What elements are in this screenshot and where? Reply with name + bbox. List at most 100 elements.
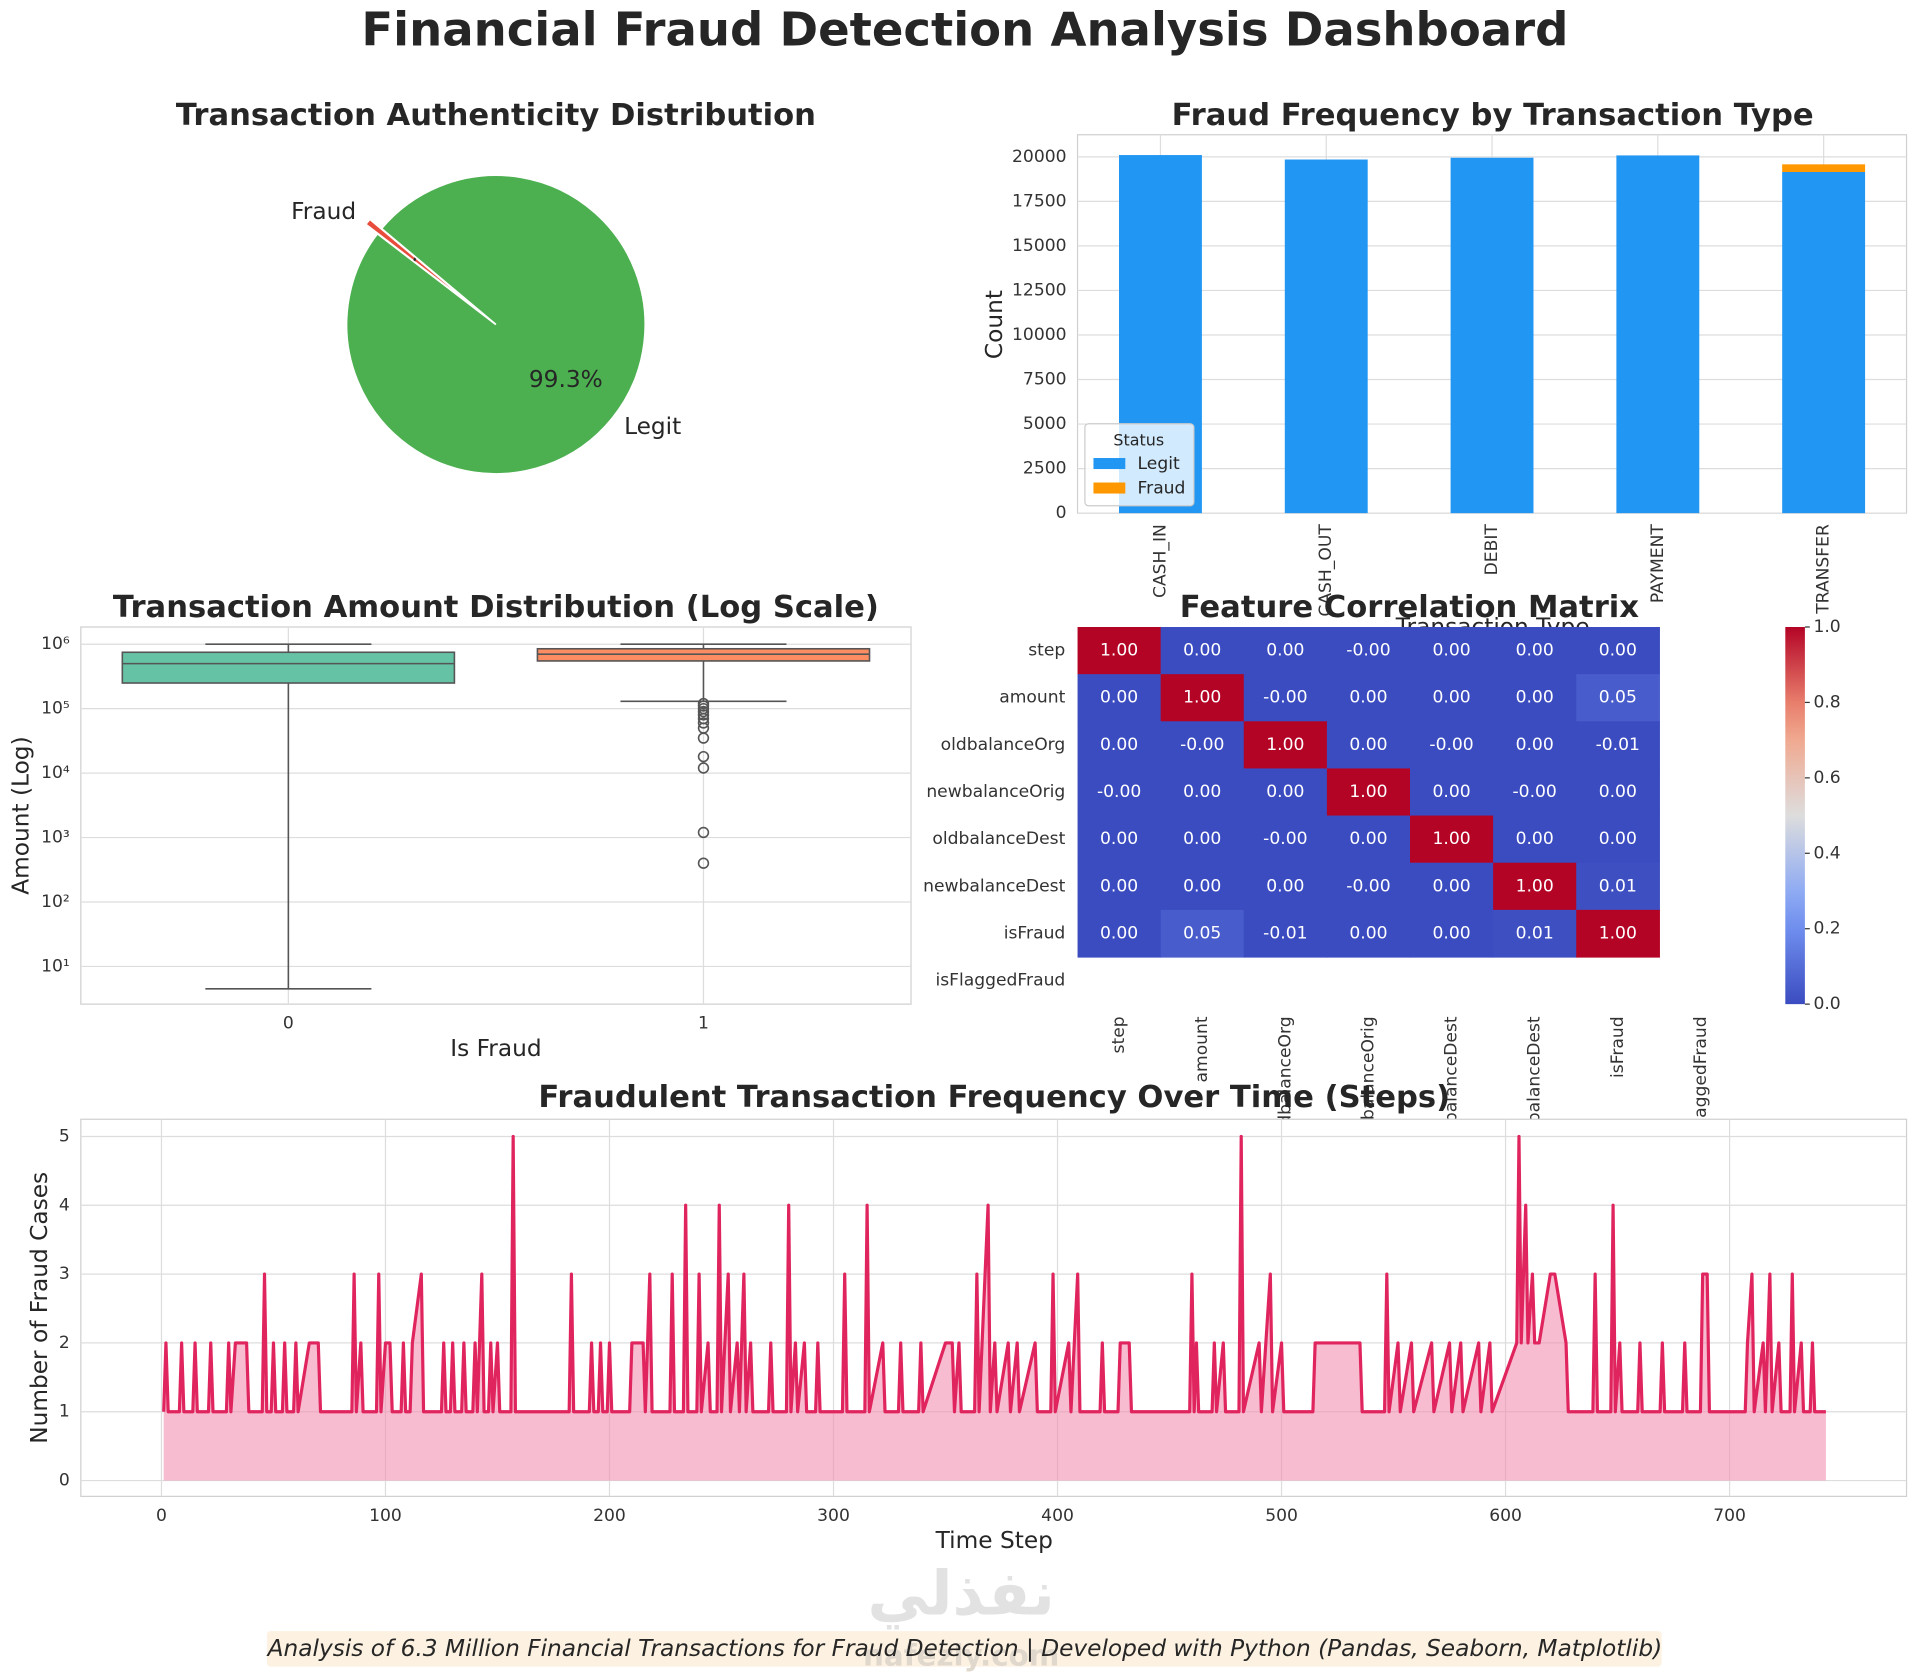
heatmap-cell	[1410, 909, 1494, 958]
cell-label: -0.00	[1263, 829, 1307, 849]
cell-label: 1.00	[1266, 735, 1304, 755]
y-tick-label: 10000	[1012, 325, 1066, 345]
bar	[1782, 171, 1866, 514]
y-tick-label: 4	[59, 1195, 70, 1215]
x-tick-label: 500	[1265, 1506, 1298, 1526]
legend-label: Fraud	[1138, 479, 1186, 499]
x-tick-label: DEBIT	[1482, 524, 1502, 576]
heatmap-cell	[1077, 721, 1162, 770]
cell-label: 0.00	[1432, 876, 1470, 896]
cell-label: 1.00	[1516, 876, 1554, 896]
heatmap-cell	[1576, 862, 1660, 911]
row-label: isFlaggedFraud	[936, 971, 1066, 991]
footer: Analysis of 6.3 Million Financial Transa…	[266, 1635, 1663, 1662]
x-tick-label: 0	[283, 1014, 294, 1034]
cell-label: 0.00	[1432, 923, 1470, 943]
row-label: newbalanceOrig	[926, 782, 1065, 802]
footer-box	[266, 1631, 1662, 1667]
heatmap-cell	[1493, 627, 1577, 675]
cell-label: -0.00	[1429, 735, 1473, 755]
y-tick-label: 1	[59, 1402, 70, 1422]
outlier	[697, 709, 710, 721]
heatmap-cell	[1493, 674, 1577, 722]
chart-title: Transaction Amount Distribution (Log Sca…	[113, 590, 879, 625]
dashboard-title: Financial Fraud Detection Analysis Dashb…	[361, 3, 1568, 57]
y-tick-label: 10¹	[41, 956, 70, 976]
colorbar-label: 0.0	[1813, 994, 1840, 1014]
cell-label: -0.00	[1097, 782, 1141, 802]
heatmap-cell	[1160, 909, 1245, 958]
cell-label: 0.00	[1266, 782, 1304, 802]
heatmap-cell	[1493, 909, 1577, 958]
heatmap-cell	[1077, 768, 1162, 817]
legend-title: Status	[1113, 430, 1164, 449]
cell-label: -0.01	[1596, 735, 1640, 755]
y-tick-label: 5000	[1023, 414, 1067, 434]
y-axis-label: Number of Fraud Cases	[26, 1172, 53, 1444]
cell-label: 1.00	[1349, 782, 1387, 802]
heatmap-cell	[1160, 674, 1245, 722]
y-tick-label: 0	[59, 1471, 70, 1491]
column-label: oldbalanceDest	[1442, 1016, 1462, 1149]
y-axis-label: Count	[981, 290, 1008, 359]
y-tick-label: 17500	[1012, 191, 1066, 211]
cell-label: 0.00	[1100, 688, 1138, 708]
outlier	[697, 705, 710, 718]
row-label: step	[1028, 641, 1065, 661]
row-label: isFraud	[1004, 923, 1066, 943]
heatmap-cell	[1493, 768, 1577, 817]
heatmap-cell	[1326, 721, 1411, 770]
heatmap-cell	[1160, 721, 1245, 770]
heatmap-cell	[1326, 768, 1411, 817]
outlier	[697, 857, 710, 869]
cell-label: 0.00	[1349, 923, 1387, 943]
cell-label: 0.00	[1432, 641, 1470, 661]
y-tick-label: 2500	[1023, 459, 1067, 479]
heatmap-cell	[1576, 721, 1660, 770]
x-tick-label: PAYMENT	[1648, 524, 1668, 603]
heatmap-cell	[1077, 862, 1162, 911]
pie-percent: 99.3%	[529, 366, 603, 393]
y-tick-label: 10²	[41, 892, 70, 912]
heatmap-cell	[1077, 815, 1162, 864]
y-tick-label: 3	[59, 1264, 70, 1284]
heatmap-cell	[1576, 627, 1660, 675]
y-tick-label: 10³	[41, 828, 70, 848]
x-axis-label: Is Fraud	[450, 1035, 541, 1062]
pie-slice	[345, 174, 647, 475]
heatmap-cell	[1243, 862, 1328, 911]
outlier	[697, 826, 710, 839]
heatmap-cell	[1410, 862, 1494, 911]
column-label: oldbalanceOrg	[1275, 1016, 1295, 1141]
x-tick-label: 200	[593, 1506, 626, 1526]
pie-label: Legit	[624, 413, 681, 440]
outlier	[697, 750, 710, 763]
cell-label: 0.00	[1100, 829, 1138, 849]
cell-label: 1.00	[1432, 829, 1470, 849]
cell-label: 0.00	[1266, 641, 1304, 661]
heatmap-cell	[1326, 627, 1411, 675]
y-tick-label: 15000	[1012, 236, 1066, 256]
y-axis-label: Amount (Log)	[8, 736, 35, 894]
x-tick-label: CASH_OUT	[1316, 524, 1336, 617]
watermark-logo: نفذلي	[868, 1559, 1055, 1630]
heatmap-cell	[1576, 674, 1660, 722]
y-tick-label: 10⁶	[41, 634, 70, 654]
heatmap-cell	[1576, 768, 1660, 817]
line	[162, 1134, 1826, 1414]
heatmap-cell	[1077, 627, 1162, 675]
row-label: oldbalanceOrg	[941, 735, 1066, 755]
cell-label: 0.00	[1183, 641, 1221, 661]
heatmap-cell	[1160, 862, 1245, 911]
cell-label: 0.00	[1599, 829, 1637, 849]
x-axis-label: Time Step	[935, 1527, 1053, 1554]
cell-label: 0.00	[1100, 923, 1138, 943]
legend-swatch	[1093, 458, 1126, 470]
cell-label: -0.00	[1180, 735, 1224, 755]
colorbar-label: 0.8	[1813, 692, 1840, 712]
pie-label: Fraud	[291, 198, 356, 225]
pie-slice	[364, 217, 485, 316]
x-tick-label: 700	[1713, 1506, 1746, 1526]
heatmap-cell	[1410, 627, 1494, 675]
